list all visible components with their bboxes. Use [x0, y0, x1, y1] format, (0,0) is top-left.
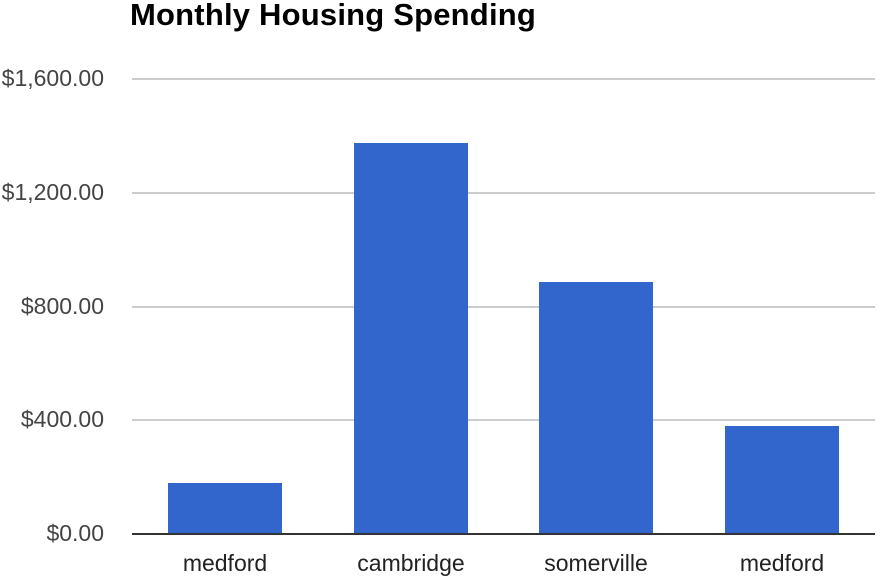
x-category-label: cambridge: [357, 550, 465, 576]
x-category-label: medford: [739, 550, 825, 576]
y-tick-label: $1,600.00: [1, 65, 104, 91]
y-tick-label: $400.00: [20, 406, 104, 432]
gridline: [132, 419, 875, 421]
chart-bar[interactable]: [539, 282, 653, 534]
x-category-label: medford: [182, 550, 268, 576]
chart-bar[interactable]: [725, 426, 839, 534]
x-category-label: somerville: [544, 550, 648, 576]
chart-bar[interactable]: [168, 483, 282, 534]
gridline: [132, 192, 875, 194]
y-tick-label: $1,200.00: [1, 179, 104, 205]
gridline: [132, 306, 875, 308]
y-tick-label: $0.00: [46, 520, 104, 546]
x-axis-line: [132, 533, 875, 535]
chart-title: Monthly Housing Spending: [130, 0, 537, 32]
gridline: [132, 78, 875, 80]
chart-bar[interactable]: [354, 143, 468, 534]
y-tick-label: $800.00: [20, 293, 104, 319]
